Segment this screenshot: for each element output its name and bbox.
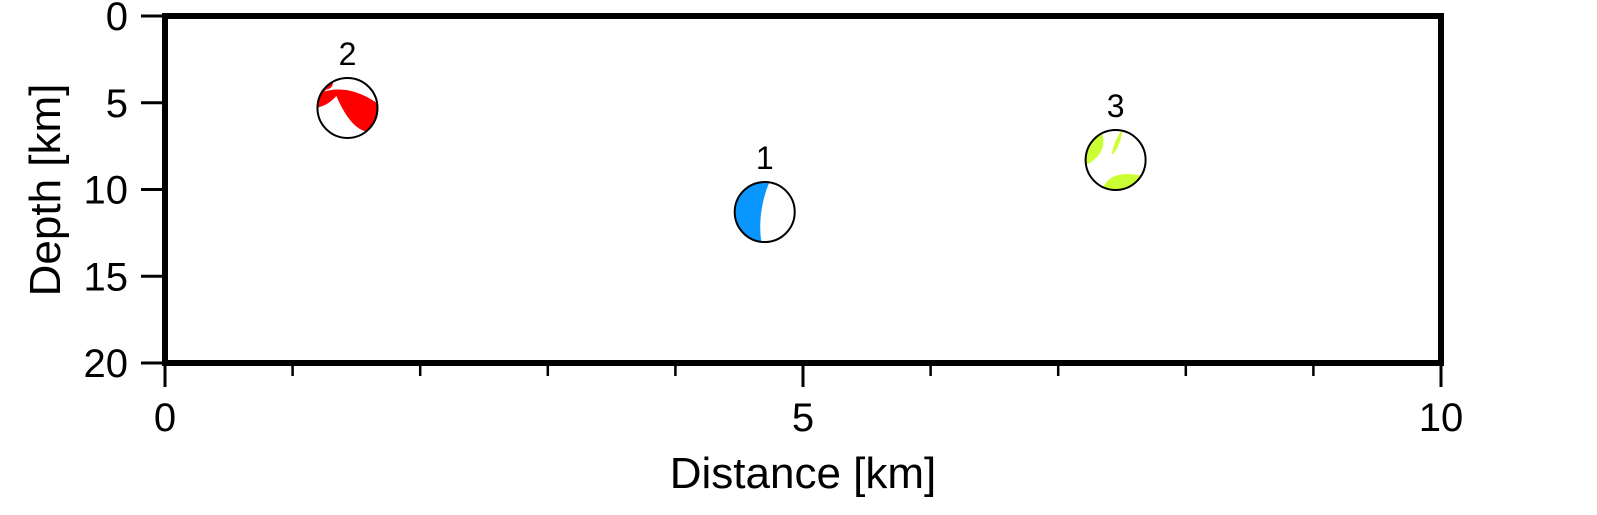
beachball-body <box>316 76 379 139</box>
events-layer: 1 2 3 <box>316 36 1147 244</box>
x-tick-label: 0 <box>154 396 176 440</box>
event-label: 1 <box>756 140 774 176</box>
y-tick-label: 0 <box>106 0 128 39</box>
y-tick-label: 20 <box>84 342 129 386</box>
event-1-beachball: 1 <box>733 140 796 244</box>
ticks-layer: 0 5 10 15 20 0 5 10 <box>84 0 1464 440</box>
beachball-outline <box>1084 129 1147 192</box>
beachball-compressional-quadrant <box>317 89 377 132</box>
y-tick-label: 5 <box>106 82 128 126</box>
beachball-outline <box>316 76 379 139</box>
beachball-compressional-quadrant <box>1112 130 1123 155</box>
beachball-compressional-quadrant <box>735 181 770 243</box>
y-tick-label: 15 <box>84 255 129 299</box>
x-tick-label: 5 <box>792 396 814 440</box>
beachball-outline <box>733 181 796 244</box>
event-label: 2 <box>339 36 357 72</box>
y-tick-label: 10 <box>84 169 129 213</box>
plot-frame <box>162 13 1444 366</box>
beachball-body <box>1084 129 1147 192</box>
y-axis-title: Depth [km] <box>21 84 70 297</box>
event-2-beachball: 2 <box>316 36 379 139</box>
event-label: 3 <box>1107 88 1125 124</box>
event-3-beachball: 3 <box>1084 88 1147 192</box>
beachball-body <box>733 181 796 244</box>
x-tick-label: 10 <box>1419 396 1464 440</box>
x-axis-title: Distance [km] <box>670 449 937 498</box>
